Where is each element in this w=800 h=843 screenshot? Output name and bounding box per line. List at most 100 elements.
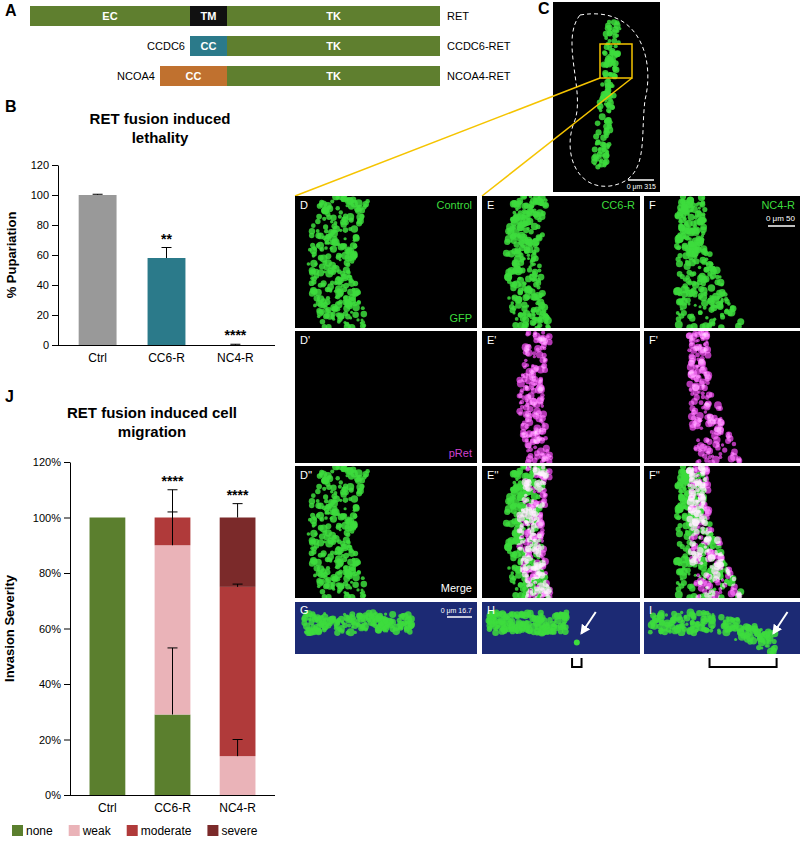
pret-signal bbox=[523, 411, 530, 418]
pret-signal bbox=[694, 374, 702, 382]
gfp-signal bbox=[326, 485, 332, 491]
protein-domain bbox=[30, 6, 190, 26]
gfp-signal bbox=[317, 565, 325, 573]
gfp-signal bbox=[709, 319, 715, 325]
gfp-signal bbox=[530, 263, 534, 267]
gfp-signal bbox=[612, 38, 618, 44]
gfp-signal bbox=[353, 505, 360, 512]
gfp-signal bbox=[522, 317, 529, 324]
pret-signal bbox=[721, 443, 724, 446]
pret-signal bbox=[732, 442, 737, 447]
gfp-signal bbox=[336, 582, 341, 587]
gfp-signal bbox=[343, 321, 346, 324]
protein-name: CCDC6-RET bbox=[447, 40, 511, 52]
pret-signal bbox=[541, 421, 545, 425]
gfp-signal bbox=[708, 284, 715, 291]
gfp-signal bbox=[510, 487, 515, 492]
gfp-signal bbox=[676, 316, 681, 321]
micrograph-image bbox=[295, 196, 477, 328]
pret-signal bbox=[546, 335, 549, 338]
gfp-signal bbox=[613, 67, 619, 73]
gfp-signal bbox=[607, 46, 612, 51]
gfp-signal bbox=[696, 236, 702, 242]
gfp-signal bbox=[717, 295, 721, 299]
panel-label: A bbox=[5, 2, 17, 19]
gfp-signal bbox=[348, 550, 355, 557]
pret-signal bbox=[687, 348, 691, 352]
gfp-signal bbox=[353, 504, 360, 511]
pret-signal bbox=[690, 338, 693, 341]
pret-signal bbox=[736, 456, 741, 461]
gfp-signal bbox=[512, 281, 517, 286]
gfp-signal bbox=[698, 206, 701, 209]
pret-signal bbox=[698, 450, 705, 457]
gfp-signal bbox=[345, 474, 348, 477]
gfp-signal bbox=[307, 532, 311, 536]
pret-signal bbox=[524, 414, 527, 417]
panel-label: F' bbox=[649, 334, 658, 346]
gfp-signal bbox=[528, 229, 533, 234]
scale-bar bbox=[628, 179, 654, 181]
gfp-signal bbox=[335, 277, 343, 285]
gfp-signal bbox=[322, 487, 326, 491]
gfp-signal bbox=[352, 312, 359, 319]
gfp-signal bbox=[603, 164, 607, 168]
gfp-signal bbox=[515, 317, 519, 321]
gfp-signal bbox=[331, 582, 336, 587]
gfp-signal bbox=[518, 232, 525, 239]
protein-domain bbox=[227, 6, 440, 26]
pret-signal bbox=[700, 426, 704, 430]
gfp-signal bbox=[344, 517, 352, 525]
image-background bbox=[644, 196, 800, 328]
gfp-signal bbox=[533, 278, 537, 282]
gfp-signal bbox=[533, 238, 538, 243]
gfp-signal bbox=[596, 139, 601, 144]
gfp-signal bbox=[735, 323, 742, 328]
gfp-signal bbox=[518, 277, 521, 280]
pret-signal bbox=[517, 393, 522, 398]
pret-signal bbox=[526, 449, 530, 453]
gfp-signal bbox=[310, 247, 317, 254]
gfp-signal bbox=[320, 517, 325, 522]
gfp-signal bbox=[352, 582, 359, 589]
pret-signal bbox=[518, 411, 522, 415]
gfp-signal bbox=[613, 69, 616, 72]
gfp-signal bbox=[526, 239, 534, 247]
gfp-signal bbox=[340, 196, 346, 202]
pret-signal bbox=[702, 385, 708, 391]
gfp-signal bbox=[680, 196, 686, 200]
gfp-signal bbox=[320, 247, 325, 252]
gfp-signal bbox=[360, 318, 363, 321]
gfp-signal bbox=[607, 20, 611, 24]
gfp-signal bbox=[322, 217, 326, 221]
gfp-signal bbox=[361, 306, 365, 310]
gfp-signal bbox=[677, 271, 683, 277]
pret-signal bbox=[725, 438, 731, 444]
gfp-signal bbox=[535, 274, 538, 277]
gfp-signal bbox=[310, 517, 317, 524]
gfp-signal bbox=[321, 550, 327, 556]
gfp-signal bbox=[322, 505, 327, 510]
gfp-signal bbox=[728, 309, 736, 317]
gfp-signal bbox=[350, 311, 353, 314]
pret-signal bbox=[538, 377, 543, 382]
gfp-signal bbox=[319, 309, 325, 315]
gfp-signal bbox=[316, 214, 322, 220]
gfp-signal bbox=[614, 51, 621, 58]
pret-signal bbox=[692, 383, 700, 391]
gfp-signal bbox=[339, 480, 343, 484]
gfp-signal bbox=[330, 469, 334, 473]
zoom-box bbox=[600, 44, 632, 78]
gfp-signal bbox=[314, 262, 318, 266]
pret-signal bbox=[539, 415, 546, 422]
gfp-signal bbox=[345, 584, 351, 590]
gfp-signal bbox=[310, 530, 317, 537]
column-title: NC4-R bbox=[761, 199, 795, 211]
pret-signal bbox=[545, 449, 549, 453]
gfp-signal bbox=[339, 229, 342, 232]
gfp-signal bbox=[515, 478, 518, 481]
image-background bbox=[482, 331, 640, 463]
gfp-signal bbox=[350, 200, 358, 208]
gfp-signal bbox=[310, 260, 317, 267]
gfp-signal bbox=[316, 484, 322, 490]
